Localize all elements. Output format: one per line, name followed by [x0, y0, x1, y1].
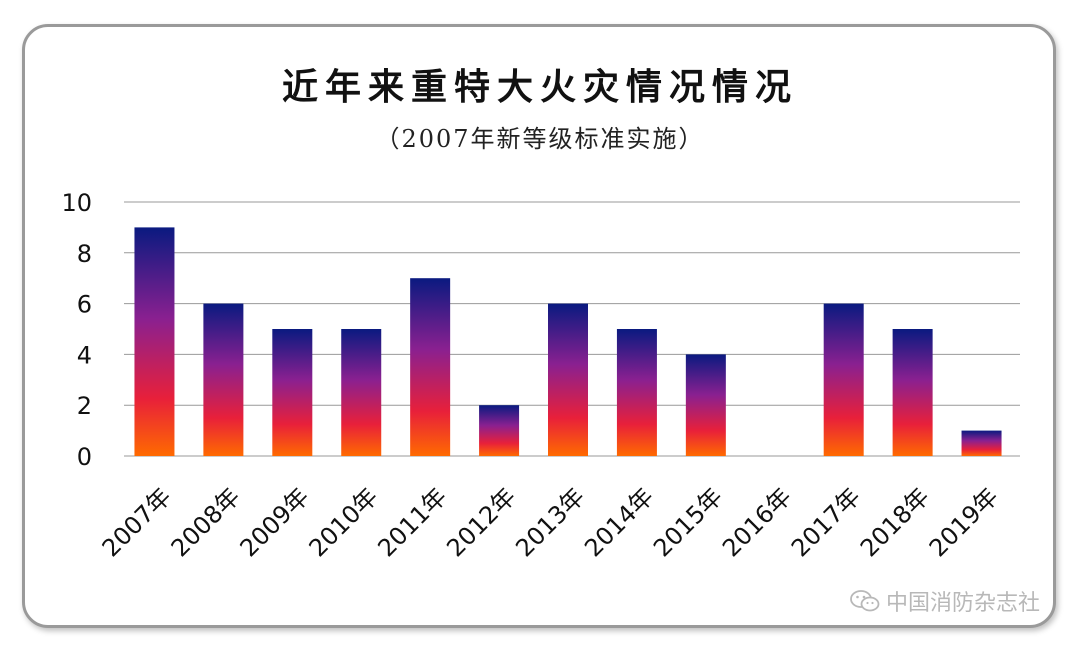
x-tick-label: 2015年 [648, 482, 728, 562]
bar-2013年 [548, 303, 588, 456]
watermark: 中国消防杂志社 [850, 585, 1040, 617]
y-tick-label: 8 [77, 240, 92, 268]
y-tick-label: 0 [77, 443, 92, 471]
bar-2015年 [685, 354, 726, 456]
x-tick-label: 2019年 [924, 482, 1004, 562]
chart-card [22, 24, 1056, 628]
x-tick-label: 2010年 [304, 482, 384, 562]
x-tick-label: 2007年 [97, 482, 177, 562]
y-tick-label: 10 [61, 189, 92, 217]
chart-title: 近年来重特大火灾情况情况 [281, 66, 798, 108]
watermark-text: 中国消防杂志社 [885, 591, 1040, 616]
bar-2011年 [410, 278, 451, 456]
bar-2012年 [479, 405, 520, 456]
y-tick-label: 4 [77, 341, 92, 369]
x-tick-label: 2016年 [717, 482, 797, 562]
bars [134, 227, 1002, 456]
wechat-icon [850, 590, 880, 612]
x-tick-label: 2011年 [372, 482, 452, 562]
x-tick-label: 2008年 [166, 482, 246, 562]
x-axis-ticks: 2007年2008年2009年2010年2011年2012年2013年2014年… [97, 482, 1004, 562]
bar-2007年 [134, 227, 175, 456]
x-tick-label: 2009年 [235, 482, 315, 562]
x-tick-label: 2018年 [855, 482, 935, 562]
bar-2019年 [961, 430, 1002, 456]
bar-2014年 [616, 329, 657, 456]
x-tick-label: 2014年 [579, 482, 659, 562]
x-tick-label: 2012年 [441, 482, 521, 562]
x-tick-label: 2017年 [786, 482, 866, 562]
x-tick-label: 2013年 [510, 482, 590, 562]
y-tick-label: 6 [77, 291, 92, 319]
bar-2010年 [341, 329, 382, 456]
bar-2018年 [892, 329, 933, 456]
bar-2017年 [823, 303, 864, 456]
bar-2008年 [203, 303, 244, 456]
y-axis-ticks: 0 2 4 6 8 10 [61, 189, 92, 471]
y-tick-label: 2 [77, 392, 92, 420]
chart-subtitle: （2007年新等级标准实施） [375, 125, 705, 153]
bar-2009年 [272, 329, 313, 456]
